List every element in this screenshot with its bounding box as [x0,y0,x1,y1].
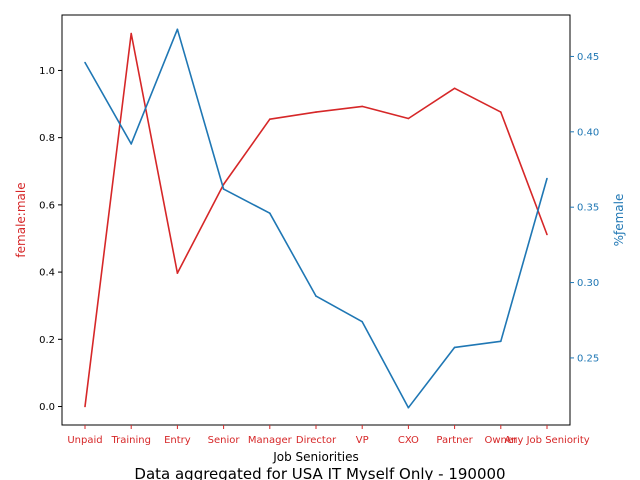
point-percent-female-9 [500,340,502,343]
left-tick-label: 0.2 [39,335,55,346]
right-tick-label: 0.25 [577,353,599,364]
x-tick-label: Any Job Seniority [504,435,589,446]
x-tick-label: Director [296,435,337,446]
left-axis-label: female:male [14,182,28,257]
left-tick-label: 0.0 [39,402,55,413]
right-tick-label: 0.40 [577,127,599,138]
x-tick-label: Partner [436,435,473,446]
left-tick-label: 0.8 [39,133,55,144]
point-percent-female-7 [407,406,410,409]
x-tick-label: Training [110,435,150,446]
right-tick-label: 0.45 [577,52,599,63]
x-tick-label: Unpaid [67,435,102,446]
point-female-male-7 [407,117,410,120]
point-female-male-5 [315,111,317,113]
x-tick-label: VP [356,435,369,446]
right-axis-label: %ƒemale [612,194,626,247]
chart-title: Data aggregated for USA IT Myself Only -… [134,465,505,480]
plot-area [84,28,548,409]
x-tick-label: Owner [484,435,518,446]
point-percent-female-5 [315,295,317,297]
left-axis: 0.0 0.2 0.4 0.6 0.8 1.0 [39,66,62,413]
x-tick-label: Entry [164,435,191,446]
point-female-male-2 [176,272,179,274]
point-female-male-10 [546,233,548,236]
x-tick-label: Manager [248,435,293,446]
right-axis: 0.25 0.30 0.35 0.40 0.45 [570,52,599,364]
point-percent-female-4 [269,212,271,214]
point-percent-female-0 [84,61,86,64]
point-percent-female-8 [453,346,456,349]
point-female-male-0 [84,405,86,408]
point-female-male-8 [453,87,456,90]
left-tick-label: 0.6 [39,200,55,211]
right-tick-label: 0.35 [577,203,599,214]
point-female-male-1 [130,32,132,35]
x-tick-label: CXO [398,435,419,446]
point-percent-female-10 [546,177,548,180]
point-female-male-6 [361,105,364,108]
point-percent-female-3 [222,188,225,190]
x-tick-label: Senior [208,435,241,446]
point-percent-female-2 [176,28,179,31]
left-tick-label: 1.0 [39,66,55,77]
point-percent-female-1 [130,143,132,145]
left-tick-label: 0.4 [39,268,55,279]
point-female-male-3 [222,183,225,186]
x-axis-label: Job Seniorities [272,450,359,464]
right-tick-label: 0.30 [577,278,599,289]
point-percent-female-6 [361,320,364,323]
point-female-male-9 [500,111,502,113]
x-axis: Unpaid Training Entry Senior Manager Director… [67,425,590,446]
point-female-male-4 [269,118,271,120]
